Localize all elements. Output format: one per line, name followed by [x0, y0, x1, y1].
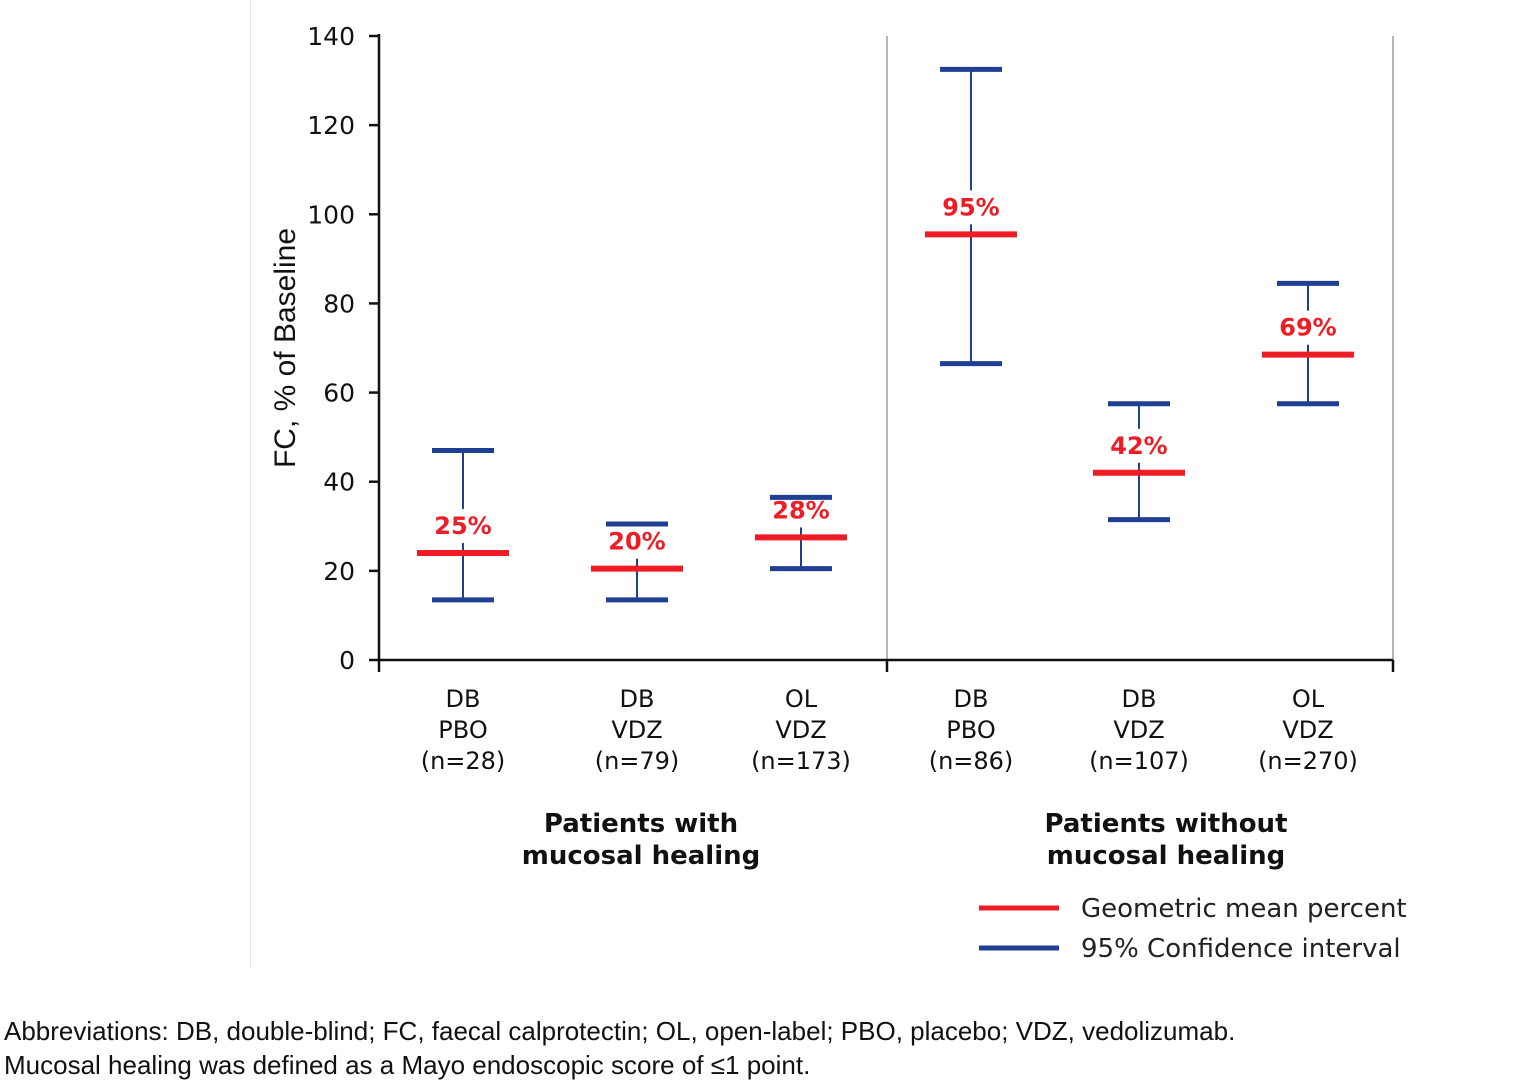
mean-label-backdrop: [429, 509, 497, 544]
category-label: VDZ: [775, 716, 826, 744]
mean-percent-label: 69%: [1279, 314, 1336, 342]
footnote-abbreviations: Abbreviations: DB, double-blind; FC, fae…: [4, 1016, 1236, 1046]
category-label: PBO: [946, 716, 995, 744]
errorbar-chart: 0 20 40 60 80 100 120 140 FC, % of Baseline 25% DB…: [269, 22, 1407, 964]
mean-percent-label: 20%: [608, 528, 665, 556]
group-label: mucosal healing: [522, 841, 761, 871]
footnote: Abbreviations: DB, double-blind; FC, fae…: [4, 1014, 1517, 1082]
category-label: PBO: [438, 716, 487, 744]
category-label: (n=79): [595, 747, 680, 775]
category-label: DB: [1122, 685, 1157, 713]
y-tick-label: 40: [323, 468, 355, 497]
legend-label: 95% Confidence interval: [1081, 934, 1401, 964]
mean-percent-label: 28%: [772, 496, 829, 524]
chart-panel: 0 20 40 60 80 100 120 140 FC, % of Baseline 25% DB…: [250, 0, 1431, 968]
group-label: Patients without: [1044, 809, 1287, 839]
footnote-definition: Mucosal healing was defined as a Mayo en…: [4, 1050, 811, 1080]
category-label: (n=86): [929, 747, 1014, 775]
category-label: DB: [620, 685, 655, 713]
mean-percent-label: 95%: [942, 193, 999, 221]
y-tick-label: 20: [323, 557, 355, 586]
category-label: VDZ: [611, 716, 662, 744]
legend-label: Geometric mean percent: [1081, 894, 1407, 924]
mean-label-backdrop: [937, 190, 1005, 225]
category-label: (n=173): [751, 747, 851, 775]
category-label: (n=270): [1258, 747, 1358, 775]
category-label: OL: [1292, 685, 1325, 713]
group-label: Patients with: [544, 809, 738, 839]
group-label: mucosal healing: [1047, 841, 1286, 871]
mean-percent-label: 25%: [434, 512, 491, 540]
y-tick-label: 60: [323, 379, 355, 408]
category-label: VDZ: [1282, 716, 1333, 744]
y-tick-label: 120: [307, 111, 355, 140]
category-label: (n=28): [421, 747, 506, 775]
category-label: DB: [446, 685, 481, 713]
y-tick-label: 0: [339, 646, 355, 675]
category-label: OL: [785, 685, 818, 713]
y-tick-label: 80: [323, 289, 355, 318]
y-tick-label: 140: [307, 22, 355, 51]
y-axis-label: FC, % of Baseline: [269, 228, 302, 468]
mean-label-backdrop: [1274, 310, 1342, 345]
mean-label-backdrop: [1105, 428, 1173, 463]
mean-label-backdrop: [603, 524, 671, 559]
y-tick-label: 100: [307, 200, 355, 229]
category-label: VDZ: [1113, 716, 1164, 744]
category-label: (n=107): [1089, 747, 1189, 775]
category-label: DB: [954, 685, 989, 713]
mean-percent-label: 42%: [1110, 432, 1167, 460]
